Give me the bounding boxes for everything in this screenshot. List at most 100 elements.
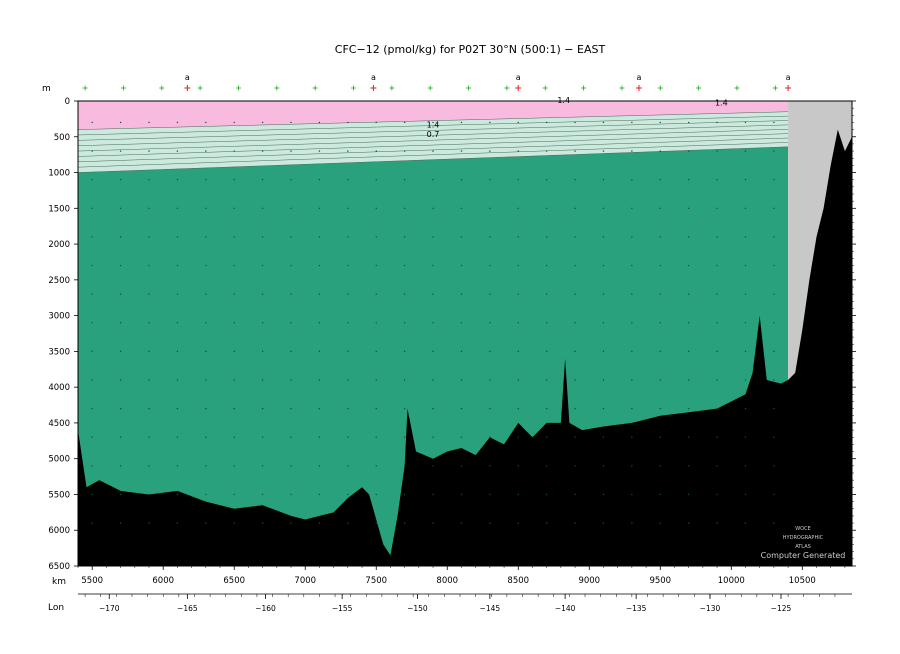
sample-dot	[233, 178, 235, 181]
contour-line	[77, 133, 789, 157]
sample-dot	[545, 436, 548, 438]
sample-dot	[744, 178, 747, 181]
sample-dot	[233, 322, 235, 324]
sample-dot	[205, 121, 207, 124]
sample-dot	[375, 379, 377, 381]
sample-dot	[91, 322, 93, 324]
sample-dot	[602, 522, 605, 524]
sample-dot	[91, 178, 93, 181]
sample-dot	[176, 493, 179, 496]
sample-dot	[545, 465, 548, 467]
sample-dot	[574, 207, 576, 210]
sample-dot	[460, 407, 463, 410]
sample-dot	[744, 207, 747, 210]
sample-dot	[489, 407, 491, 410]
sample-dot	[687, 264, 690, 267]
sample-dot	[148, 293, 150, 295]
sample-dot	[119, 207, 122, 210]
sample-dot	[744, 350, 747, 353]
sample-dot	[744, 465, 747, 467]
sample-dot	[773, 379, 775, 381]
sample-dot	[119, 436, 122, 438]
sample-dot	[602, 121, 605, 124]
sample-dot	[403, 493, 406, 496]
sample-dot	[687, 436, 690, 438]
contour-line	[77, 111, 789, 130]
sample-dot	[631, 178, 633, 181]
sample-dot	[261, 493, 264, 496]
sample-dot	[432, 350, 434, 353]
sample-dot	[489, 293, 491, 295]
sample-dot	[659, 293, 661, 295]
sample-dot	[176, 522, 179, 524]
sample-dot	[744, 522, 747, 524]
sample-dot	[659, 350, 661, 353]
sample-dot	[375, 322, 377, 324]
x-unit-label: km	[52, 577, 66, 587]
sample-dot	[205, 379, 207, 381]
sample-dot	[176, 121, 179, 124]
sample-dot	[773, 522, 775, 524]
sample-dot	[574, 322, 576, 324]
sample-dot	[716, 207, 718, 210]
sample-dot	[773, 207, 775, 210]
sample-dot	[403, 150, 406, 152]
sample-dot	[574, 379, 576, 381]
sample-dot	[233, 465, 235, 467]
sample-dot	[148, 407, 150, 410]
sample-dot	[602, 350, 605, 353]
sample-dot	[375, 522, 377, 524]
lon-tick-label: −125	[771, 604, 792, 613]
sample-dot	[432, 522, 434, 524]
sample-dot	[574, 150, 576, 152]
sample-dot	[517, 493, 519, 496]
sample-dot	[773, 293, 775, 295]
y-tick-label: 2500	[48, 276, 70, 286]
sample-dot	[716, 322, 718, 324]
sample-dot	[205, 264, 207, 267]
sample-dot	[545, 293, 548, 295]
sample-dot	[545, 121, 548, 124]
sample-dot	[290, 121, 292, 124]
sample-dot	[403, 465, 406, 467]
sample-dot	[403, 407, 406, 410]
sample-dot	[403, 322, 406, 324]
sample-dot	[205, 207, 207, 210]
station-label: a	[516, 73, 521, 82]
lon-tick-label: −170	[99, 604, 120, 613]
sample-dot	[744, 264, 747, 267]
sample-dot	[403, 522, 406, 524]
sample-dot	[489, 350, 491, 353]
sample-dot	[290, 322, 292, 324]
sample-dot	[687, 293, 690, 295]
sample-dot	[119, 465, 122, 467]
sample-dot	[659, 465, 661, 467]
sample-dot	[432, 236, 434, 238]
x-tick-label: 6500	[223, 576, 245, 586]
sample-dot	[460, 236, 463, 238]
sample-dot	[91, 293, 93, 295]
sample-dot	[375, 236, 377, 238]
sample-dot	[432, 465, 434, 467]
sample-dot	[460, 465, 463, 467]
sample-dot	[659, 322, 661, 324]
sample-dot	[375, 178, 377, 181]
sample-dot	[347, 264, 349, 267]
sample-dot	[318, 121, 321, 124]
sample-dot	[659, 436, 661, 438]
sample-dot	[489, 150, 491, 152]
sample-dot	[716, 407, 718, 410]
y-tick-label: 3500	[48, 347, 70, 357]
sample-dot	[716, 293, 718, 295]
sample-dot	[290, 522, 292, 524]
sample-dot	[545, 178, 548, 181]
sample-dot	[517, 264, 519, 267]
sample-dot	[460, 293, 463, 295]
sample-dot	[290, 178, 292, 181]
sample-dot	[261, 207, 264, 210]
sample-dot	[460, 522, 463, 524]
contour-line	[77, 146, 789, 173]
sample-dot	[347, 436, 349, 438]
x-tick-label: 6000	[152, 576, 174, 586]
sample-dot	[318, 350, 321, 353]
